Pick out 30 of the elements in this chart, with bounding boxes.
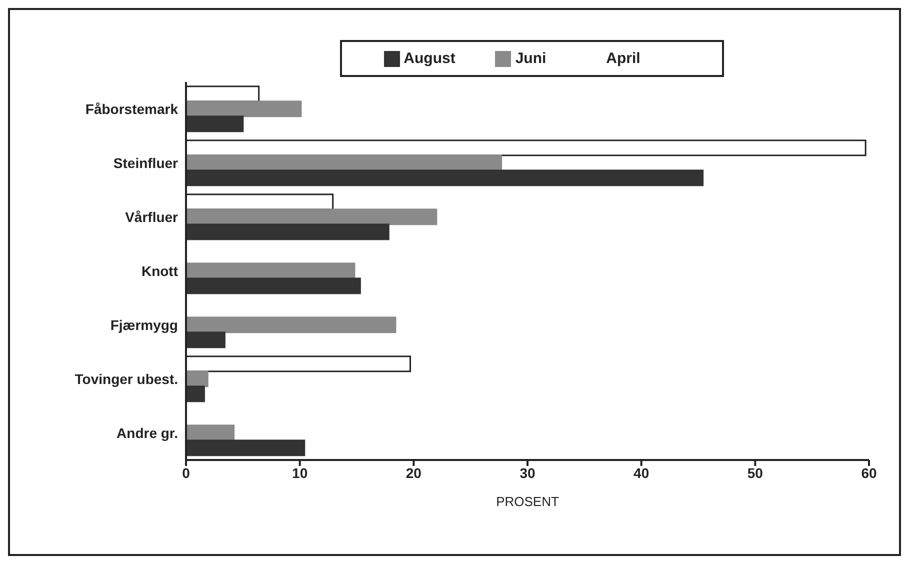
bar: [186, 224, 390, 240]
x-tick-label: 30: [520, 464, 536, 481]
bar: [186, 100, 302, 118]
x-tick-label: 60: [861, 464, 877, 481]
bar: [186, 278, 361, 294]
bar: [186, 332, 226, 348]
y-tick-label: Steinfluer: [113, 154, 179, 171]
bar: [186, 154, 502, 172]
y-tick-label: Fåborstemark: [85, 101, 178, 117]
text: April: [606, 50, 640, 67]
x-tick-label: 0: [182, 464, 190, 481]
x-tick-label: 20: [406, 464, 422, 481]
x-tick-label: 50: [747, 464, 764, 481]
x-axis-title: PROSENT: [496, 494, 559, 509]
bar: [186, 386, 205, 402]
legend-label: August: [404, 50, 456, 67]
bar: [186, 262, 356, 280]
bar: [186, 440, 306, 456]
x-tick-label: 10: [292, 464, 308, 481]
bar: [186, 116, 244, 132]
legend-label: Juni: [515, 50, 546, 67]
bar: [186, 316, 396, 334]
bar: [186, 208, 438, 226]
y-tick-label: Knott: [141, 262, 178, 279]
y-tick-label: Andre gr.: [116, 424, 178, 441]
y-tick-label: Fjærmygg: [110, 316, 178, 333]
y-tick-label: Vårfluer: [125, 208, 179, 225]
x-tick-label: 40: [634, 464, 650, 481]
bar: [186, 170, 704, 186]
y-tick-label: Tovinger ubest.: [74, 370, 178, 387]
